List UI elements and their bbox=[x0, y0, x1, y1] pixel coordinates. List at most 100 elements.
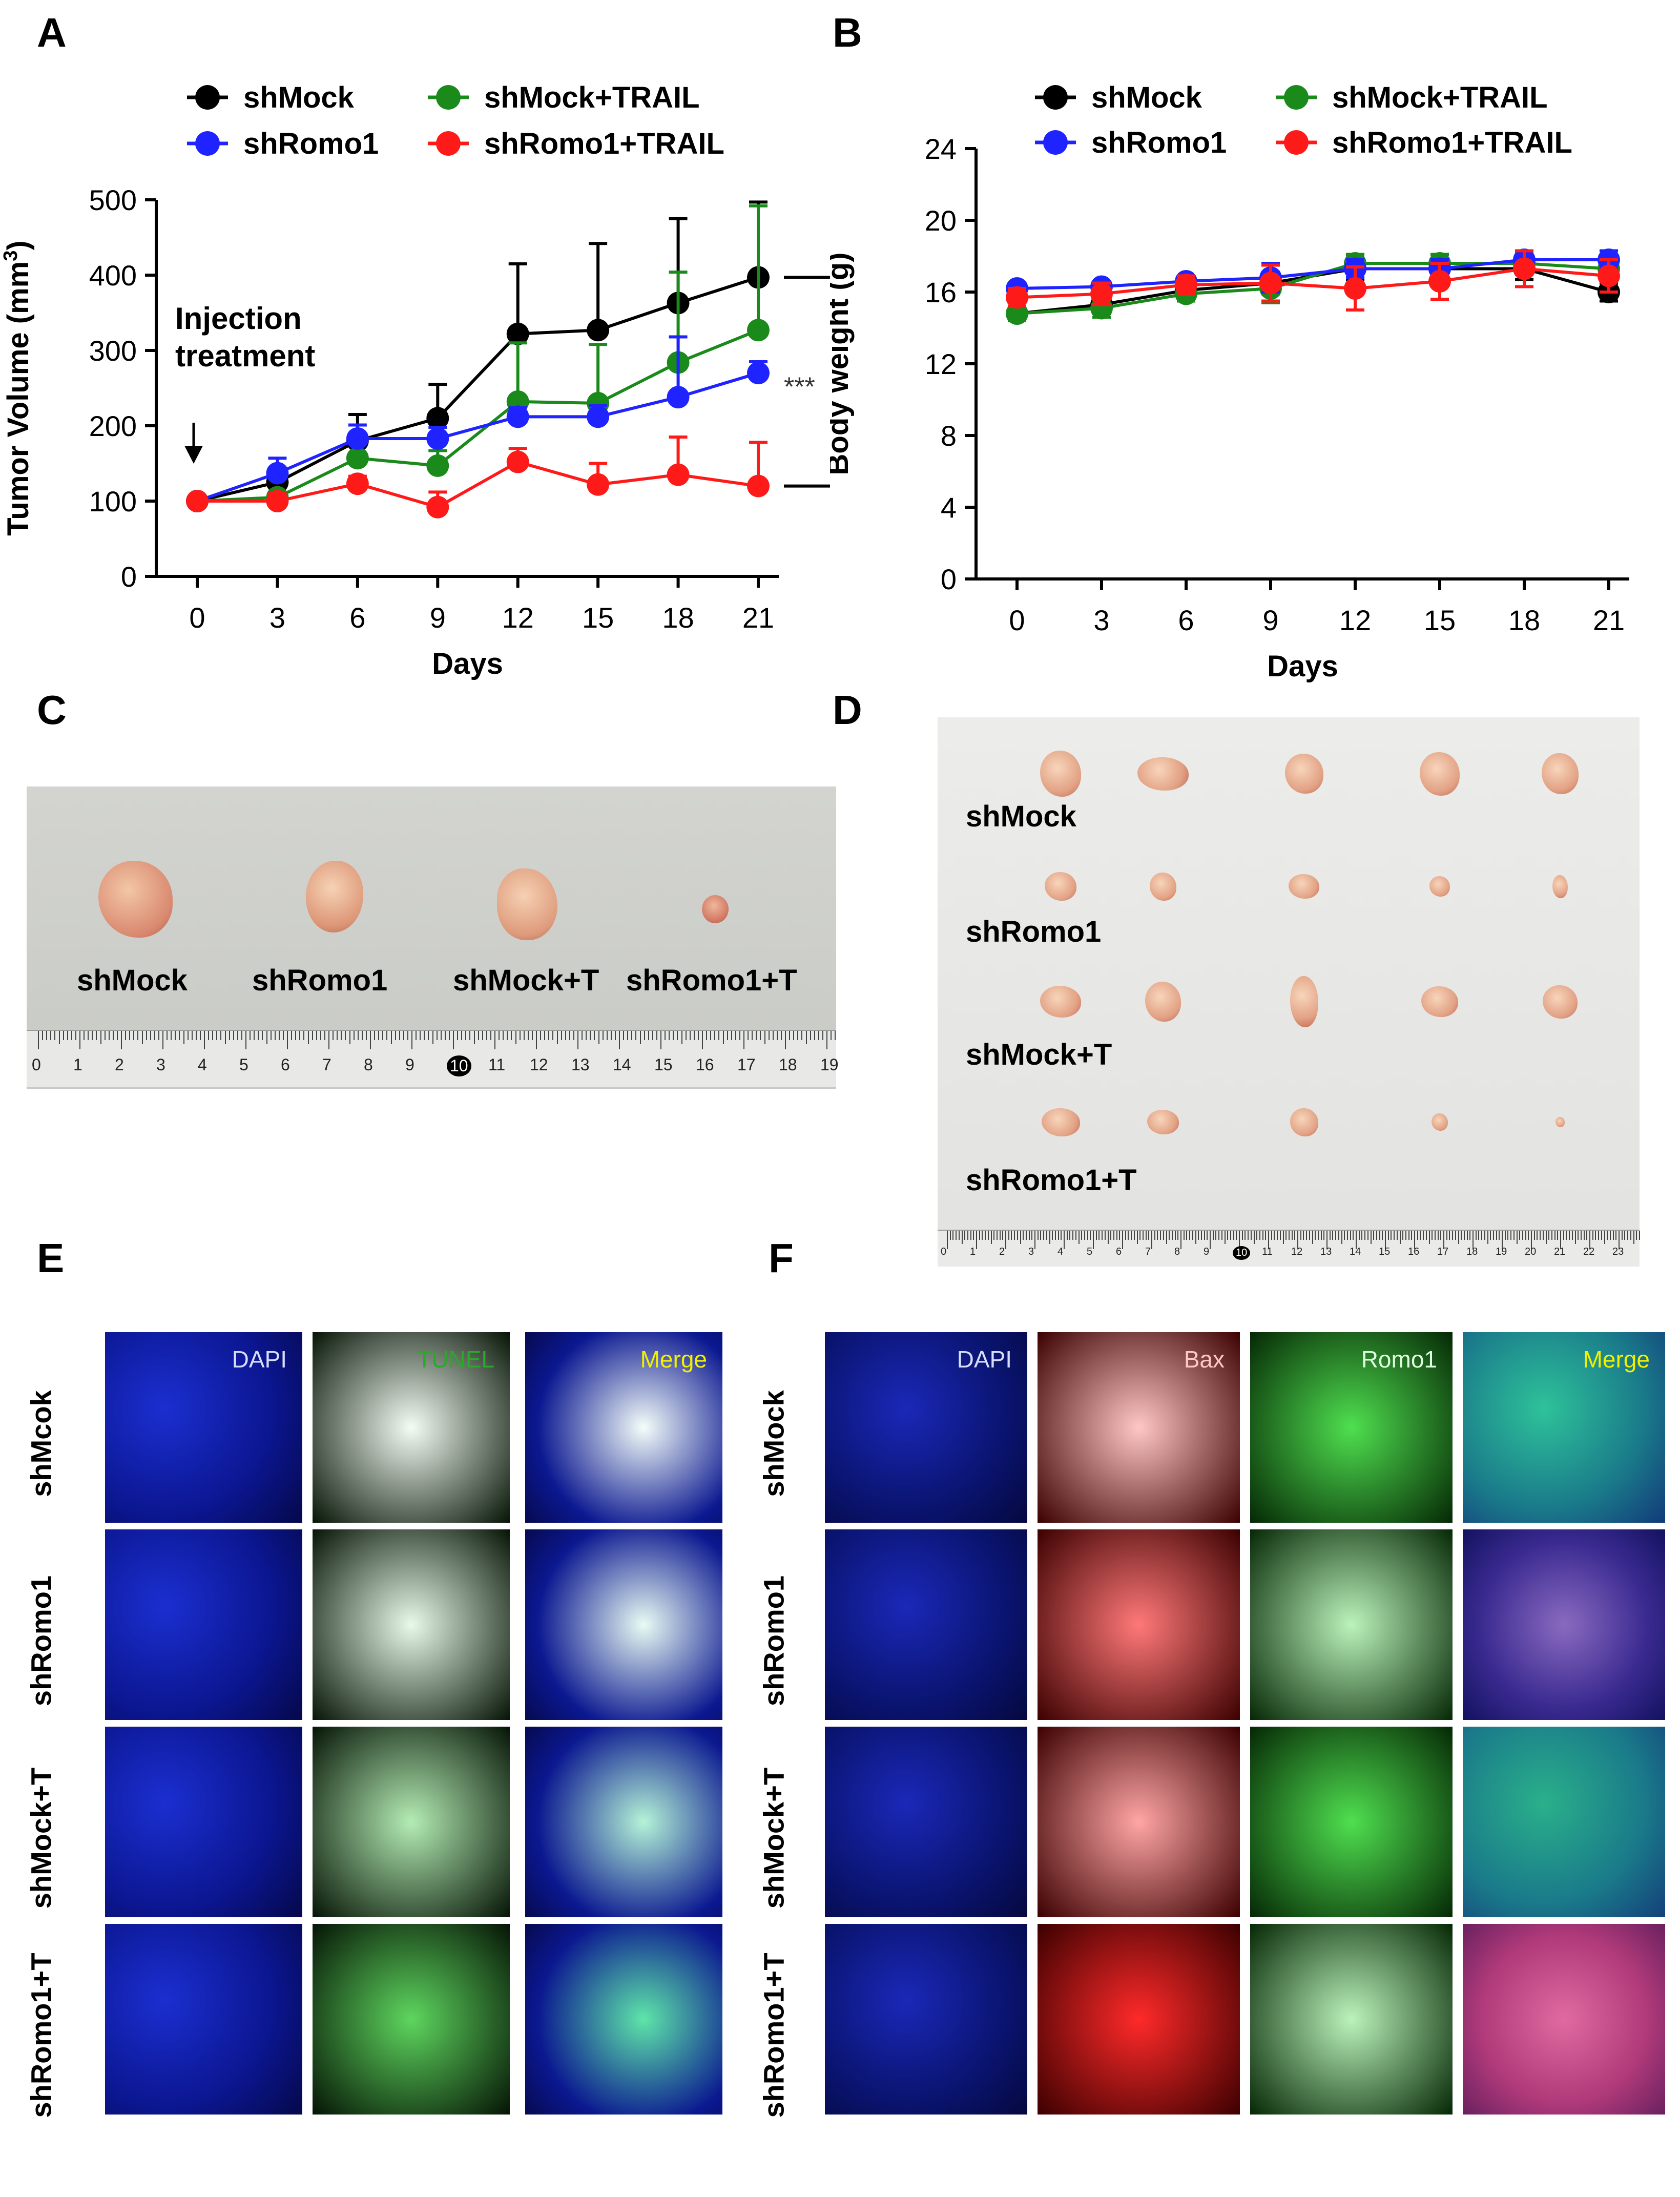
ruler-d-tick bbox=[1119, 1231, 1121, 1240]
chart-a-x-tick-label: 9 bbox=[430, 602, 446, 634]
ruler-d-tick bbox=[1341, 1231, 1342, 1244]
panel-e-column-label: TUNEL bbox=[417, 1346, 494, 1373]
ruler-d-tick bbox=[1554, 1231, 1555, 1240]
ruler-d-tick bbox=[1020, 1231, 1021, 1244]
tumor-d bbox=[1145, 982, 1181, 1022]
ruler-d-tick bbox=[1049, 1231, 1050, 1244]
ruler-c: 0 1 2 3 4 5 6 7 8 9 10 11 12 13 14 15 16 17 18 19 bbox=[27, 1030, 839, 1087]
ruler-d-tick bbox=[956, 1231, 957, 1240]
ruler-c-tick bbox=[494, 1031, 495, 1049]
panel-c-label-2: shRomo1 bbox=[252, 964, 388, 997]
ruler-c-tick bbox=[831, 1031, 832, 1040]
ruler-d-tick bbox=[1440, 1231, 1442, 1240]
chart-b-legend-label: shMock bbox=[1091, 81, 1202, 114]
chart-b-x-tick-label: 12 bbox=[1339, 604, 1371, 636]
chart-b-body-weight: 0 4 8 12 16 20 24 0 3 6 9 12 15 18 21 Days Body weight (… bbox=[830, 81, 1629, 683]
ruler-d-tick bbox=[993, 1231, 995, 1240]
ruler-d-tick bbox=[1253, 1231, 1255, 1244]
ruler-d-number: 12 bbox=[1291, 1246, 1303, 1257]
panel-e-tile bbox=[525, 1529, 722, 1720]
ruler-c-tick bbox=[274, 1031, 276, 1040]
chart-a-x-tick-label: 12 bbox=[502, 602, 534, 634]
ruler-d-tick bbox=[973, 1231, 974, 1240]
ruler-d-tick bbox=[1239, 1231, 1240, 1249]
panel-e-column-label: DAPI bbox=[232, 1346, 287, 1373]
ruler-c-tick bbox=[697, 1031, 699, 1040]
chart-a-x-tick-label: 6 bbox=[349, 602, 365, 634]
chart-b-x-tick-label: 9 bbox=[1262, 604, 1278, 636]
ruler-d-tick bbox=[1370, 1231, 1372, 1244]
ruler-d-number: 22 bbox=[1583, 1246, 1595, 1257]
ruler-c-tick bbox=[333, 1031, 334, 1040]
ruler-d-tick bbox=[1054, 1231, 1056, 1240]
ruler-c-tick bbox=[291, 1031, 293, 1040]
ruler-d-number: 18 bbox=[1466, 1246, 1478, 1257]
ruler-c-tick bbox=[63, 1031, 64, 1040]
panel-e-row-label-4: shRomo1+T bbox=[25, 1953, 57, 2118]
ruler-d-tick bbox=[1627, 1231, 1629, 1240]
tumor-d bbox=[1147, 1110, 1179, 1134]
ruler-c-tick bbox=[490, 1031, 491, 1040]
ruler-d-tick bbox=[1061, 1231, 1062, 1240]
ruler-c-tick bbox=[316, 1031, 317, 1040]
chart-a-legend-label: shMock+TRAIL bbox=[484, 81, 700, 114]
ruler-d-tick bbox=[1262, 1231, 1263, 1240]
ruler-d-tick bbox=[1542, 1231, 1544, 1240]
ruler-c-number: 1 bbox=[73, 1055, 82, 1074]
ruler-c-tick bbox=[756, 1031, 757, 1040]
ruler-d-number: 7 bbox=[1145, 1246, 1151, 1257]
ruler-c-tick bbox=[150, 1031, 151, 1040]
ruler-d-tick bbox=[1557, 1231, 1559, 1240]
ruler-c-tick bbox=[623, 1031, 625, 1040]
ruler-c-tick bbox=[793, 1031, 795, 1040]
ruler-c-tick bbox=[137, 1031, 139, 1040]
chart-a-point-shromo1-trail bbox=[667, 463, 690, 486]
ruler-d-number: 16 bbox=[1408, 1246, 1420, 1257]
ruler-c-tick bbox=[801, 1031, 803, 1040]
panel-f-tile bbox=[1038, 1727, 1240, 1917]
ruler-d-tick bbox=[1607, 1231, 1608, 1240]
ruler-d-tick bbox=[1306, 1231, 1308, 1240]
ruler-c-tick bbox=[162, 1031, 163, 1049]
ruler-c-number: 17 bbox=[737, 1055, 756, 1074]
ruler-d-tick bbox=[1081, 1231, 1083, 1240]
panel-f-row-label-1: shMock bbox=[757, 1390, 790, 1497]
ruler-d-tick bbox=[1256, 1231, 1258, 1240]
tumor-c-2 bbox=[306, 861, 363, 932]
ruler-d-tick bbox=[1425, 1231, 1427, 1240]
ruler-c-tick bbox=[141, 1031, 143, 1044]
ruler-d-tick bbox=[1525, 1231, 1526, 1240]
chart-a-point-shromo1-trail bbox=[426, 495, 449, 519]
panel-e-tile bbox=[105, 1529, 302, 1720]
ruler-c-tick bbox=[499, 1031, 500, 1040]
chart-a-point-shromo1-trail bbox=[186, 490, 209, 512]
ruler-c-tick bbox=[590, 1031, 591, 1040]
ruler-d-tick bbox=[1516, 1231, 1518, 1244]
ruler-c-tick bbox=[432, 1031, 433, 1044]
ruler-d-tick bbox=[1394, 1231, 1395, 1240]
ruler-d-tick bbox=[1373, 1231, 1375, 1240]
ruler-c-tick bbox=[627, 1031, 629, 1040]
ruler-d-tick bbox=[1604, 1231, 1605, 1244]
panel-f-column-label: Merge bbox=[1583, 1346, 1650, 1373]
ruler-d-tick bbox=[1230, 1231, 1231, 1240]
ruler-c-tick bbox=[631, 1031, 633, 1040]
chart-b-y-tick-label: 4 bbox=[941, 491, 957, 524]
ruler-c-tick bbox=[278, 1031, 280, 1040]
ruler-c-tick bbox=[112, 1031, 114, 1040]
ruler-d-tick bbox=[1329, 1231, 1331, 1240]
ruler-d-tick bbox=[1212, 1231, 1214, 1240]
panel-c-label-3: shMock+T bbox=[453, 964, 599, 997]
panel-f-tile bbox=[1250, 1529, 1453, 1720]
ruler-c-tick bbox=[573, 1031, 574, 1040]
ruler-c-number: 11 bbox=[488, 1055, 506, 1074]
ruler-c-tick bbox=[677, 1031, 678, 1040]
ruler-c-tick bbox=[204, 1031, 205, 1049]
ruler-d-tick bbox=[1037, 1231, 1039, 1240]
ruler-d-number: 14 bbox=[1350, 1246, 1361, 1257]
ruler-d-tick bbox=[1236, 1231, 1237, 1240]
ruler-c-tick bbox=[353, 1031, 355, 1040]
ruler-d-tick bbox=[1461, 1231, 1462, 1240]
ruler-d-tick bbox=[1064, 1231, 1065, 1249]
ruler-d-tick bbox=[1633, 1231, 1634, 1244]
